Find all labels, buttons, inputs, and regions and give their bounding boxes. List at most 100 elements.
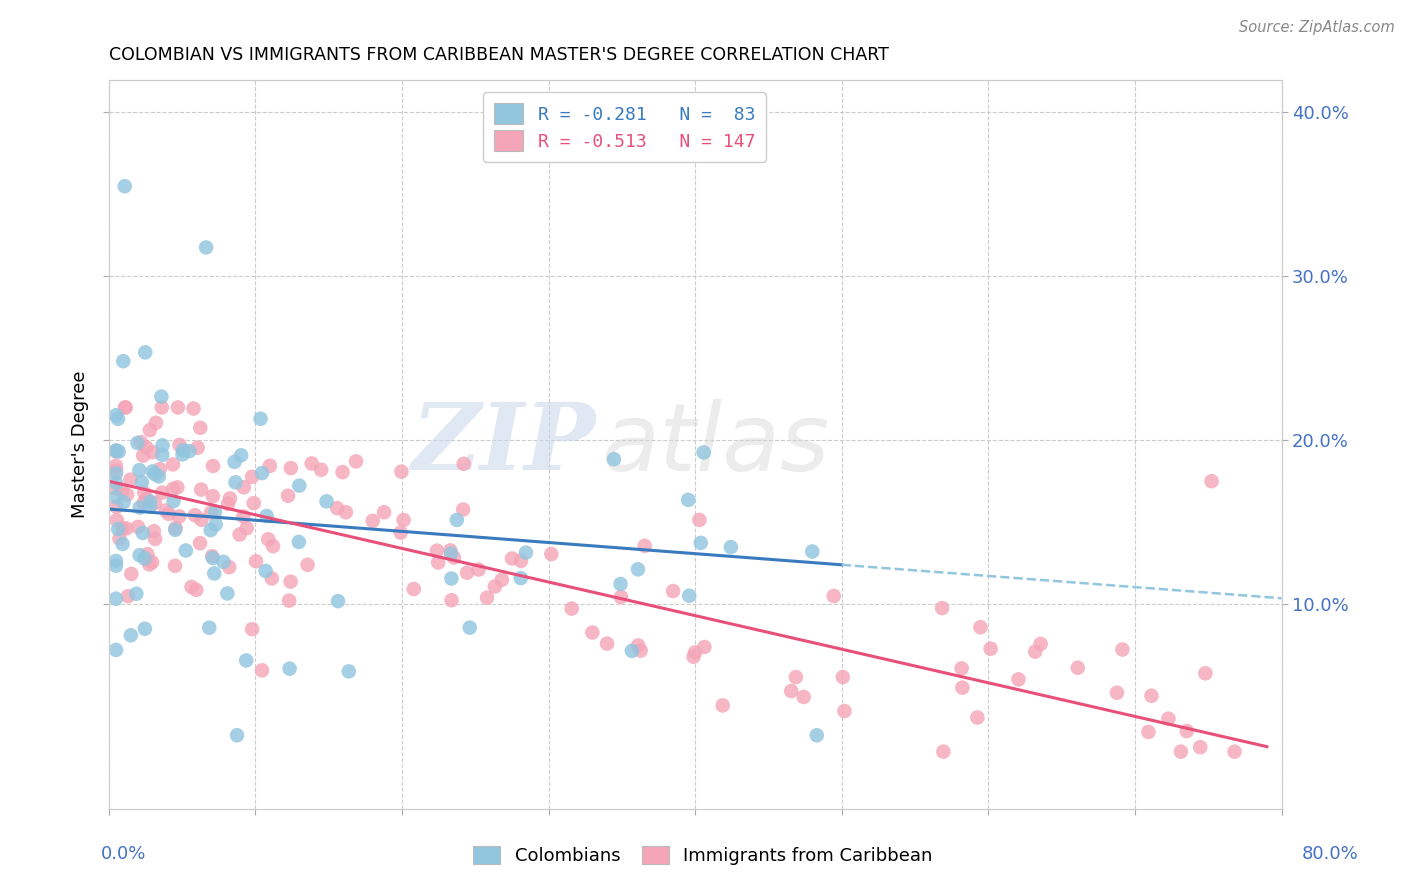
Point [105,458,128,473]
Point [105,558,128,573]
Point [226,728,249,742]
Point [184,508,207,523]
Point [138,558,160,572]
Point [169,509,191,524]
Point [150,485,173,500]
Point [163,558,186,573]
Point [932,745,955,759]
Point [785,670,807,684]
Point [114,401,136,415]
Point [149,462,172,476]
Point [142,524,165,538]
Text: COLOMBIAN VS IMMIGRANTS FROM CARIBBEAN MASTER'S DEGREE CORRELATION CHART: COLOMBIAN VS IMMIGRANTS FROM CARIBBEAN M… [108,46,889,64]
Point [627,562,650,576]
Point [150,448,173,462]
Point [427,556,450,570]
Point [392,513,415,527]
Point [467,562,489,576]
Point [235,653,257,667]
Point [115,488,138,502]
Point [240,622,263,636]
Point [112,495,135,509]
Point [309,463,332,477]
Point [128,463,150,477]
Point [143,532,166,546]
Point [711,698,734,713]
Point [458,621,481,635]
Point [139,500,162,514]
Point [141,555,163,569]
Point [145,416,167,430]
Point [1189,740,1212,755]
Point [780,684,803,698]
Point [195,240,218,254]
Point [834,704,856,718]
Point [232,509,254,524]
Point [326,594,349,608]
Point [581,625,603,640]
Point [603,452,626,467]
Text: ZIP: ZIP [411,400,595,490]
Point [105,443,128,458]
Point [125,587,148,601]
Point [115,521,138,535]
Point [1105,686,1128,700]
Point [105,490,128,504]
Point [823,589,845,603]
Point [278,593,301,607]
Point [250,466,273,480]
Point [204,505,226,519]
Point [446,513,468,527]
Point [720,540,742,554]
Point [105,643,128,657]
Point [132,449,155,463]
Point [219,491,242,506]
Point [107,522,129,536]
Point [693,640,716,654]
Point [217,497,239,511]
Point [315,494,337,508]
Point [451,502,474,516]
Point [136,547,159,561]
Point [373,505,395,519]
Point [510,554,533,568]
Y-axis label: Master's Degree: Master's Degree [72,370,89,518]
Point [301,457,323,471]
Point [561,601,583,615]
Point [1029,637,1052,651]
Point [1157,712,1180,726]
Point [179,444,201,458]
Point [682,649,704,664]
Point [515,546,537,560]
Point [201,549,224,564]
Point [150,390,173,404]
Point [200,506,222,520]
Point [440,572,463,586]
Point [596,637,619,651]
Point [108,532,131,546]
Point [1067,661,1090,675]
Point [201,458,224,473]
Point [620,644,643,658]
Point [111,537,134,551]
Point [440,547,463,561]
Point [105,554,128,568]
Point [129,435,152,450]
Point [1170,745,1192,759]
Point [204,517,226,532]
Point [128,548,150,562]
Point [162,458,184,472]
Point [692,445,714,459]
Point [689,536,711,550]
Point [107,412,129,426]
Point [335,505,357,519]
Point [224,455,246,469]
Point [120,628,142,642]
Point [132,525,155,540]
Point [135,440,157,454]
Point [132,496,155,510]
Point [475,591,498,605]
Point [236,521,259,535]
Point [259,458,281,473]
Point [231,448,253,462]
